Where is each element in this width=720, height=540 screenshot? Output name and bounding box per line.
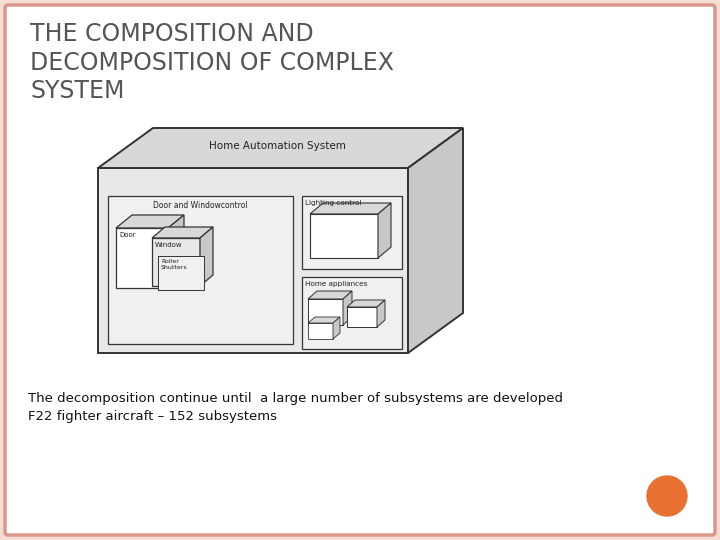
Polygon shape [168, 215, 184, 288]
Text: F22 fighter aircraft – 152 subsystems: F22 fighter aircraft – 152 subsystems [28, 410, 277, 423]
Polygon shape [310, 214, 378, 258]
Polygon shape [152, 227, 213, 238]
Polygon shape [308, 291, 352, 299]
Polygon shape [408, 128, 463, 353]
Text: Window: Window [155, 242, 183, 248]
Polygon shape [308, 323, 333, 339]
Circle shape [647, 476, 687, 516]
Text: Lighting control: Lighting control [305, 200, 361, 206]
Bar [302, 196, 402, 269]
FancyBboxPatch shape [5, 5, 715, 535]
Polygon shape [152, 238, 200, 286]
Polygon shape [200, 227, 213, 286]
Text: Home Automation System: Home Automation System [210, 141, 346, 151]
Polygon shape [377, 300, 385, 327]
Polygon shape [347, 300, 385, 307]
Polygon shape [308, 317, 340, 323]
Polygon shape [98, 128, 463, 168]
Polygon shape [310, 203, 391, 214]
Polygon shape [116, 215, 184, 228]
Polygon shape [333, 317, 340, 339]
Polygon shape [98, 168, 408, 353]
Polygon shape [347, 307, 377, 327]
Bar [158, 256, 204, 290]
Polygon shape [378, 203, 391, 258]
Bar [108, 196, 293, 344]
Text: THE COMPOSITION AND
DECOMPOSITION OF COMPLEX
SYSTEM: THE COMPOSITION AND DECOMPOSITION OF COM… [30, 22, 394, 104]
Polygon shape [308, 299, 343, 325]
Text: Door: Door [119, 232, 135, 238]
Text: The decomposition continue until  a large number of subsystems are developed: The decomposition continue until a large… [28, 392, 563, 405]
Text: Home appliances: Home appliances [305, 281, 367, 287]
Bar [302, 277, 402, 349]
Text: Roller
Shutters: Roller Shutters [161, 259, 188, 270]
Text: Door and Windowcontrol: Door and Windowcontrol [153, 201, 248, 210]
Polygon shape [343, 291, 352, 325]
Polygon shape [116, 228, 168, 288]
